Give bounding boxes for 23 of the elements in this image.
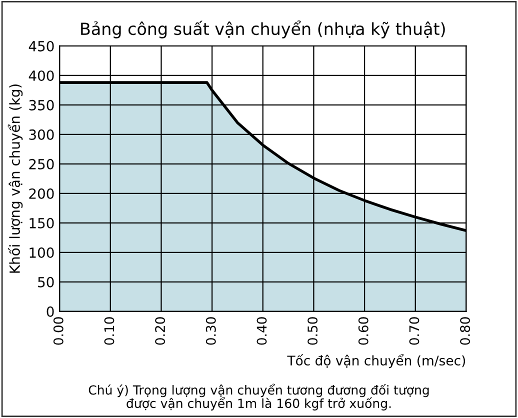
y-tick-label: 350 — [29, 100, 54, 110]
x-tick-label: 0.70 — [409, 317, 420, 345]
text: Chú ý) Trọng lượng vận chuyển tương đương đối tượng được vận chuyển 1m là 160 kgf trở xuống. — [88, 384, 429, 410]
y-tick-label: 450 — [28, 40, 54, 52]
x-axis-title: Tốc độ vận chuyển (m/sec) — [287, 354, 466, 368]
x-tick-label: 0.20 — [155, 317, 166, 345]
x-tick-label: 0.00 — [53, 317, 64, 345]
x-tick-label: 0.10 — [104, 317, 114, 345]
y-tick-label: 250 — [29, 158, 54, 170]
x-tick-label: 0.80 — [460, 317, 470, 345]
x-tick-label: 0.60 — [358, 317, 368, 345]
y-tick-label: 100 — [30, 247, 54, 258]
y-tick-label: 400 — [28, 70, 54, 81]
y-tick-label: 300 — [29, 129, 54, 140]
y-tick-label: 200 — [29, 188, 54, 199]
x-tick-label: 0.30 — [206, 317, 216, 345]
y-tick-label: 0 — [46, 306, 54, 317]
chart-title: Bảng công suất vận chuyển (nhựa kỹ thuật) — [81, 20, 445, 38]
x-tick-label: 0.40 — [256, 317, 267, 345]
y-tick-label: 50 — [38, 276, 54, 288]
y-axis-title: Khối lượng vận chuyển (kg) — [8, 84, 23, 273]
y-tick-label: 150 — [30, 218, 54, 228]
x-tick-label: 0.50 — [308, 317, 318, 345]
